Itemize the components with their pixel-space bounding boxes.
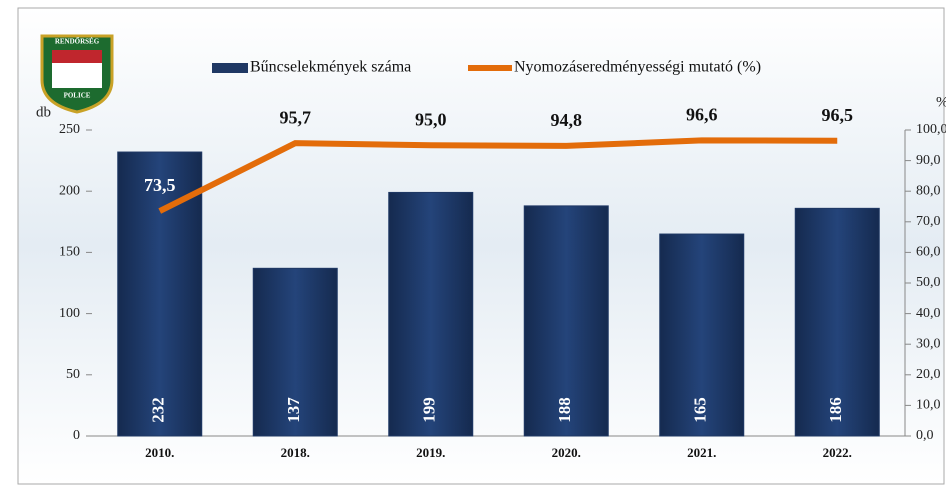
bar (252, 267, 338, 437)
bar-value-label: 186 (826, 397, 845, 423)
bar (794, 207, 880, 437)
line-value-label: 96,5 (822, 105, 854, 125)
logo-bottom-text: POLICE (64, 92, 91, 100)
y2-tick-label: 100,0 (916, 122, 946, 137)
y-tick-label: 100 (59, 306, 80, 321)
bar-value-label: 199 (420, 397, 439, 423)
legend-swatch (212, 63, 248, 73)
bar-value-label: 188 (555, 397, 574, 423)
bar-value-label: 232 (149, 397, 168, 423)
y2-tick-label: 40,0 (916, 306, 941, 321)
y-tick-label: 50 (66, 367, 80, 382)
y2-tick-label: 20,0 (916, 367, 941, 382)
x-tick-label: 2021. (687, 445, 716, 460)
bar (659, 233, 745, 437)
x-tick-label: 2010. (145, 445, 174, 460)
y-axis-label: db (36, 104, 51, 120)
y2-tick-label: 30,0 (916, 336, 941, 351)
bar (523, 205, 609, 437)
y2-tick-label: 70,0 (916, 214, 941, 229)
line-value-label: 73,5 (144, 175, 176, 195)
line-value-label: 96,6 (686, 105, 718, 125)
y2-axis-label: % (936, 94, 946, 110)
legend-label: Nyomozáseredményességi mutató (%) (514, 59, 761, 76)
bar (388, 191, 474, 437)
y2-tick-label: 80,0 (916, 183, 941, 198)
legend-label: Bűncselekmények száma (250, 59, 411, 76)
line-value-label: 95,7 (280, 107, 312, 127)
line-value-label: 94,8 (551, 110, 583, 130)
y2-tick-label: 10,0 (916, 398, 941, 413)
y2-tick-label: 50,0 (916, 275, 941, 290)
logo-top-text: RENDŐRSÉG (55, 38, 100, 46)
logo-stripe (52, 50, 102, 63)
x-tick-label: 2022. (823, 445, 852, 460)
x-tick-label: 2018. (281, 445, 310, 460)
x-tick-label: 2020. (552, 445, 581, 460)
y2-tick-label: 0,0 (916, 428, 934, 443)
y2-tick-label: 60,0 (916, 245, 941, 260)
line-value-label: 95,0 (415, 109, 447, 129)
bar-value-label: 137 (284, 397, 303, 423)
line (158, 137, 838, 214)
bar-value-label: 165 (691, 397, 710, 423)
x-tick-label: 2019. (416, 445, 445, 460)
y2-tick-label: 90,0 (916, 153, 941, 168)
logo: RENDŐRSÉG POLICE (40, 34, 114, 114)
y-tick-label: 150 (59, 245, 80, 260)
y-tick-label: 250 (59, 122, 80, 137)
y-tick-label: 200 (59, 183, 80, 198)
y-tick-label: 0 (73, 428, 80, 443)
